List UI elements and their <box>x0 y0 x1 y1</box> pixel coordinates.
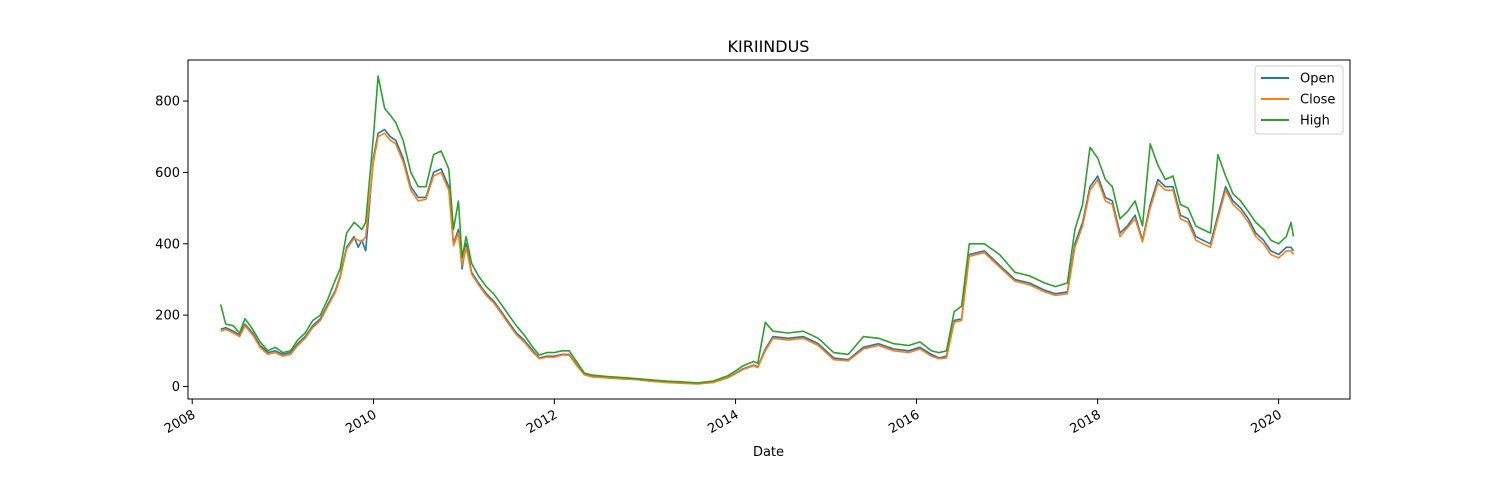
legend-label-open: Open <box>1300 72 1335 87</box>
legend-label-close: Close <box>1300 93 1335 108</box>
y-tick-label: 400 <box>155 237 180 252</box>
y-tick-label: 200 <box>155 309 180 324</box>
y-tick-label: 0 <box>172 380 180 395</box>
x-axis-label: Date <box>753 445 784 460</box>
series-line-high <box>219 75 1295 384</box>
legend-label-high: High <box>1300 114 1330 129</box>
y-tick-label: 600 <box>155 166 180 181</box>
chart-title: KIRIINDUS <box>728 37 810 56</box>
legend: Open Close High <box>1254 65 1344 135</box>
series-layer <box>219 75 1295 385</box>
y-tick-label: 800 <box>155 95 180 110</box>
y-axis: 0 200 400 600 800 <box>155 95 188 395</box>
legend-box <box>1254 65 1344 135</box>
series-line-close <box>220 132 1295 385</box>
